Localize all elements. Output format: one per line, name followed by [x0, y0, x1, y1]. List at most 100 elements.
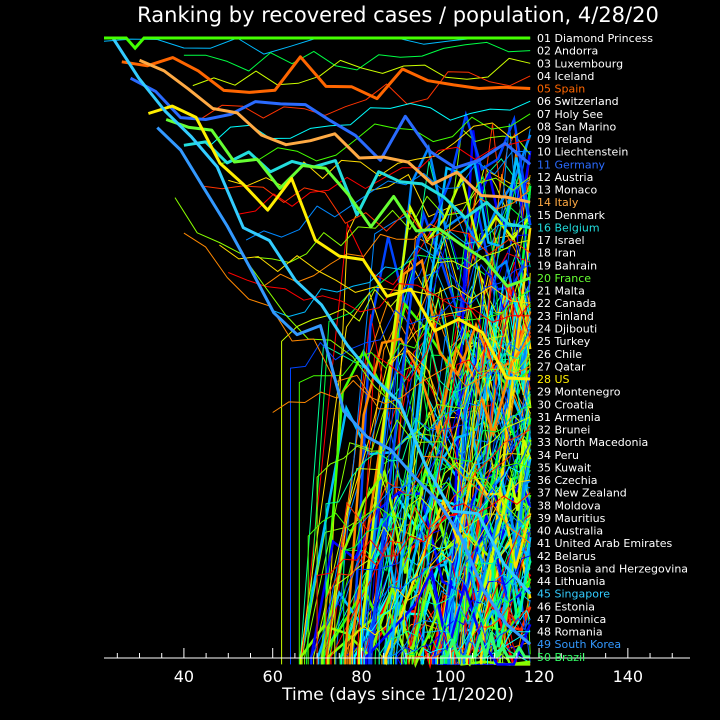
series-line-belarus	[396, 555, 531, 665]
legend-entry: 01 Diamond Princess	[537, 32, 653, 45]
series-line-chile	[316, 353, 531, 665]
series-line-diamond-princess-highlight	[104, 36, 531, 51]
background-line	[359, 134, 532, 665]
legend-entry: 41 United Arab Emirates	[537, 537, 672, 550]
series-line-romania	[423, 630, 531, 665]
legend-entry: 40 Australia	[537, 525, 603, 538]
legend-entry: 17 Israel	[537, 234, 585, 247]
background-line	[327, 337, 531, 665]
x-tick-label: 60	[263, 667, 283, 686]
series-line-iceland	[201, 71, 531, 119]
legend-entry: 42 Belarus	[537, 550, 596, 563]
series-line-kuwait	[307, 462, 531, 665]
legend-entry: 33 North Macedonia	[537, 436, 648, 449]
series-line-liechtenstein	[245, 150, 531, 241]
series-line-south-korea	[156, 126, 532, 646]
series-line-lithuania	[405, 580, 531, 665]
legend-entry: 49 South Korea	[537, 638, 621, 651]
series-line-switzerland	[210, 100, 531, 146]
series-line-us	[147, 104, 531, 381]
background-line	[441, 198, 531, 665]
legend-entry: 12 Austria	[537, 171, 593, 184]
legend-entry: 43 Bosnia and Herzegovina	[537, 562, 688, 575]
series-line-spain	[121, 55, 531, 101]
series-line-mauritius	[378, 517, 531, 665]
background-line	[365, 567, 532, 666]
legend-entry: 26 Chile	[537, 348, 582, 361]
legend-entry: 15 Denmark	[537, 209, 606, 222]
background-line	[371, 219, 531, 665]
series-line-malta	[298, 290, 531, 665]
series-line-israel	[281, 239, 531, 665]
legend-entry: 20 France	[537, 272, 591, 285]
legend-entry: 09 Ireland	[537, 133, 593, 146]
background-line	[368, 110, 532, 665]
series-line-qatar	[272, 360, 531, 413]
background-line	[407, 266, 531, 665]
series-line-france	[165, 118, 531, 288]
series-line-united-arab-emirates	[183, 232, 531, 544]
x-ticks: 40 60 80 100 120 140	[116, 648, 673, 686]
background-line	[393, 128, 531, 665]
series-line-italy	[138, 58, 531, 204]
legend-entry: 32 Brunei	[537, 424, 590, 437]
legend-entry: 07 Holy See	[537, 108, 603, 121]
series-line-turkey	[325, 340, 531, 665]
series-line-belgium	[183, 140, 531, 229]
legend-entry: 48 Romania	[537, 626, 603, 639]
legend-entry: 04 Iceland	[537, 70, 594, 83]
series-line-moldova	[387, 505, 531, 665]
series-line-canada	[219, 244, 531, 304]
legend-entry: 22 Canada	[537, 297, 596, 310]
series-line-andorra	[183, 41, 531, 72]
legend-entry: 02 Andorra	[537, 45, 598, 58]
legend-entry: 18 Iran	[537, 247, 576, 260]
legend-entry: 31 Armenia	[537, 411, 601, 424]
legend-entry: 13 Monaco	[537, 184, 597, 197]
series-line-brazil	[439, 631, 531, 665]
series-line-denmark	[272, 214, 531, 317]
series-line-australia	[174, 197, 531, 531]
series-line-luxembourg	[192, 57, 531, 87]
legend-entry: 19 Bahrain	[537, 259, 597, 272]
legend-entry: 50 Brazil	[537, 651, 585, 664]
series-line-ireland	[237, 138, 531, 215]
background-line	[326, 415, 531, 665]
background-line	[395, 325, 531, 665]
background-line	[465, 439, 532, 665]
legend-entry: 24 Djibouti	[537, 322, 597, 335]
x-tick-label: 80	[351, 667, 371, 686]
legend-entry: 45 Singapore	[537, 588, 610, 601]
legend-entry: 21 Malta	[537, 285, 585, 298]
legend-entry: 46 Estonia	[537, 600, 595, 613]
legend-entry: 16 Belgium	[537, 221, 600, 234]
background-line	[320, 301, 532, 665]
background-line	[326, 171, 531, 665]
legend-entry: 06 Switzerland	[537, 95, 619, 108]
x-tick-label: 100	[435, 667, 466, 686]
background-line	[343, 335, 532, 665]
legend-entry: 05 Spain	[537, 83, 585, 96]
series-line-singapore	[111, 37, 532, 595]
legend-entry: 37 New Zealand	[537, 487, 627, 500]
series-line-north-macedonia	[369, 441, 531, 665]
series-line-austria	[254, 176, 531, 263]
legend-entry: 23 Finland	[537, 310, 594, 323]
series-line-peru	[361, 454, 531, 665]
background-line	[441, 276, 531, 665]
background-line	[401, 313, 531, 665]
series-line-holy-see	[219, 113, 531, 165]
x-tick-label: 40	[174, 667, 194, 686]
series-line-armenia	[334, 416, 531, 665]
x-tick-label: 120	[524, 667, 555, 686]
background-line	[313, 467, 531, 665]
series-line-djibouti	[361, 328, 531, 665]
background-line	[461, 278, 531, 665]
background-line	[321, 567, 532, 665]
background-lines	[299, 110, 532, 670]
legend-entry: 39 Mauritius	[537, 512, 606, 525]
series-line-iran	[201, 185, 531, 255]
chart-title: Ranking by recovered cases / population,…	[137, 3, 659, 27]
